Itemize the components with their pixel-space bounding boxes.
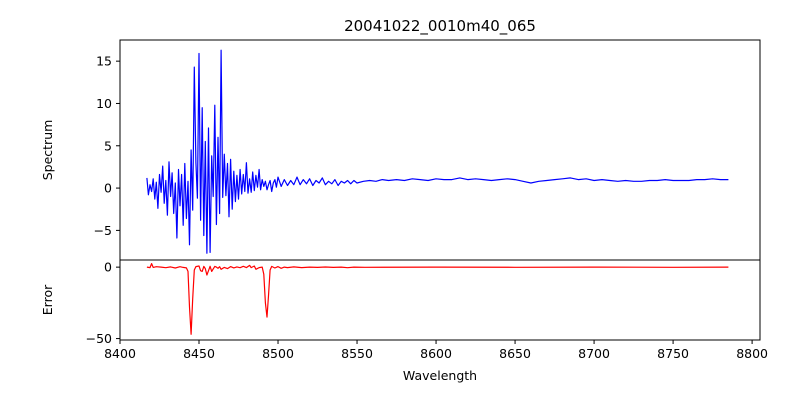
spectrum-y-tick-label: 10 [96, 96, 112, 111]
wavelength-x-tick-label: 8650 [499, 346, 531, 361]
wavelength-x-tick-label: 8400 [104, 346, 136, 361]
error-y-tick-label: −50 [86, 331, 112, 346]
spectrum-y-tick-label: −5 [94, 223, 112, 238]
spectrum-y-tick-label: 0 [104, 181, 112, 196]
wavelength-x-tick-label: 8600 [420, 346, 452, 361]
wavelength-x-tick-label: 8450 [183, 346, 215, 361]
wavelength-x-ticks: 8400 8450 8500 8550 8600 8650 8700 8750 8800 [104, 340, 768, 361]
chart-title: 20041022_0010m40_065 [344, 17, 536, 36]
wavelength-x-tick-label: 8750 [657, 346, 689, 361]
spectrum-panel: −5 0 5 10 15 Spectrum [40, 39, 761, 261]
error-y-tick-label: 0 [104, 260, 112, 275]
error-series-line [146, 263, 729, 335]
spectrum-y-tick-label: 15 [96, 54, 112, 69]
error-panel: −50 0 8400 8450 8500 8550 8600 8650 8700 8750 880… [40, 259, 768, 383]
wavelength-x-tick-label: 8550 [341, 346, 373, 361]
wavelength-x-tick-label: 8700 [578, 346, 610, 361]
spectrum-y-tick-label: 5 [104, 138, 112, 153]
error-y-ticks: −50 0 [86, 260, 120, 346]
spectrum-y-ticks: −5 0 5 10 15 [94, 54, 120, 238]
error-plot-frame [119, 259, 761, 341]
spectrum-series-line [146, 49, 729, 254]
wavelength-x-tick-label: 8800 [736, 346, 768, 361]
error-y-axis-label: Error [40, 284, 55, 315]
spectrum-y-axis-label: Spectrum [40, 120, 55, 181]
wavelength-x-tick-label: 8500 [262, 346, 294, 361]
x-axis-label: Wavelength [403, 368, 477, 383]
